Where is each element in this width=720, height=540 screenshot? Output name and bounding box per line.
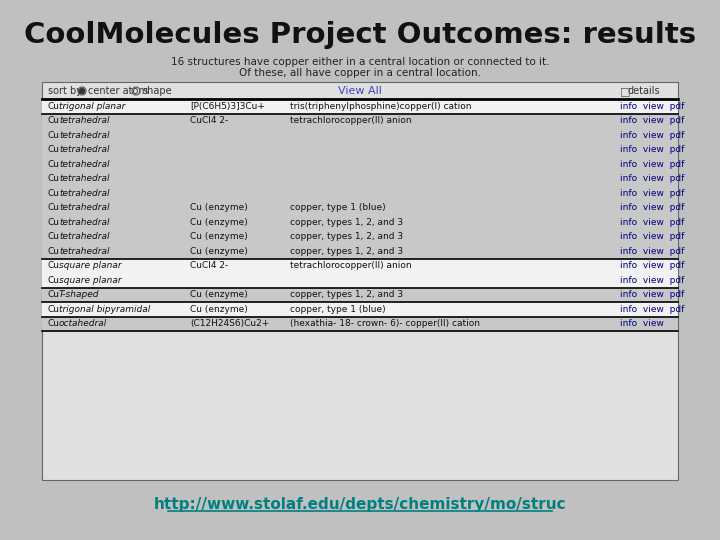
Bar: [42, 172, 678, 186]
Text: Of these, all have copper in a central location.: Of these, all have copper in a central l…: [239, 68, 481, 78]
Text: Cu: Cu: [48, 116, 60, 125]
Text: copper, type 1 (blue): copper, type 1 (blue): [290, 203, 386, 212]
Text: View All: View All: [338, 86, 382, 96]
Text: tris(triphenylphosphine)copper(I) cation: tris(triphenylphosphine)copper(I) cation: [290, 102, 472, 111]
Text: Cu: Cu: [48, 189, 60, 198]
Text: Cu: Cu: [48, 174, 60, 183]
Bar: [42, 157, 678, 172]
Bar: [42, 244, 678, 259]
Bar: [42, 316, 678, 331]
Bar: [42, 128, 678, 143]
Bar: [42, 230, 678, 244]
Text: info  view  pdf: info view pdf: [620, 189, 685, 198]
Text: info  view  pdf: info view pdf: [620, 261, 685, 270]
Text: (hexathia- 18- crown- 6)- copper(II) cation: (hexathia- 18- crown- 6)- copper(II) cat…: [290, 319, 480, 328]
Bar: [42, 259, 678, 273]
Text: Cu: Cu: [48, 305, 60, 314]
Bar: [42, 273, 678, 287]
Text: http://www.stolaf.edu/depts/chemistry/mo/struc: http://www.stolaf.edu/depts/chemistry/mo…: [153, 497, 567, 512]
Text: trigonal bipyramidal: trigonal bipyramidal: [59, 305, 150, 314]
Text: info  view  pdf: info view pdf: [620, 232, 685, 241]
Text: T-shaped: T-shaped: [59, 291, 99, 299]
Text: copper, types 1, 2, and 3: copper, types 1, 2, and 3: [290, 291, 403, 299]
Text: tetrachlorocopper(II) anion: tetrachlorocopper(II) anion: [290, 116, 412, 125]
Text: tetrahedral: tetrahedral: [59, 203, 109, 212]
Text: Cu: Cu: [48, 160, 60, 168]
Text: shape: shape: [142, 86, 171, 96]
Text: Cu: Cu: [48, 232, 60, 241]
Text: info  view  pdf: info view pdf: [620, 276, 685, 285]
Text: tetrahedral: tetrahedral: [59, 145, 109, 154]
Text: (C12H24S6)Cu2+: (C12H24S6)Cu2+: [190, 319, 269, 328]
Bar: [42, 215, 678, 230]
Text: tetrahedral: tetrahedral: [59, 116, 109, 125]
Text: tetrahedral: tetrahedral: [59, 174, 109, 183]
Text: square planar: square planar: [59, 261, 122, 270]
Text: [P(C6H5)3]3Cu+: [P(C6H5)3]3Cu+: [190, 102, 265, 111]
Text: info  view  pdf: info view pdf: [620, 145, 685, 154]
Text: info  view  pdf: info view pdf: [620, 247, 685, 256]
Text: Cu: Cu: [48, 291, 60, 299]
Bar: [42, 287, 678, 302]
Text: Cu: Cu: [48, 247, 60, 256]
Text: Cu (enzyme): Cu (enzyme): [190, 305, 248, 314]
Bar: [42, 99, 678, 113]
Text: copper, types 1, 2, and 3: copper, types 1, 2, and 3: [290, 247, 403, 256]
Text: details: details: [628, 86, 661, 96]
Text: Cu (enzyme): Cu (enzyme): [190, 291, 248, 299]
Text: tetrahedral: tetrahedral: [59, 160, 109, 168]
Text: Cu: Cu: [48, 218, 60, 227]
Text: Cu (enzyme): Cu (enzyme): [190, 203, 248, 212]
Text: Cu: Cu: [48, 261, 60, 270]
Text: tetrahedral: tetrahedral: [59, 232, 109, 241]
Text: Cu (enzyme): Cu (enzyme): [190, 247, 248, 256]
Text: Cu: Cu: [48, 102, 60, 111]
Text: tetrahedral: tetrahedral: [59, 218, 109, 227]
Bar: [42, 302, 678, 316]
Bar: [42, 143, 678, 157]
Bar: [42, 200, 678, 215]
Text: tetrahedral: tetrahedral: [59, 247, 109, 256]
Text: trigonal planar: trigonal planar: [59, 102, 125, 111]
Text: Cu (enzyme): Cu (enzyme): [190, 218, 248, 227]
Text: □: □: [620, 86, 631, 96]
Text: 16 structures have copper either in a central location or connected to it.: 16 structures have copper either in a ce…: [171, 57, 549, 67]
Text: center atom: center atom: [88, 86, 148, 96]
Text: CuCl4 2-: CuCl4 2-: [190, 116, 228, 125]
Text: info  view  pdf: info view pdf: [620, 305, 685, 314]
Text: info  view  pdf: info view pdf: [620, 160, 685, 168]
Text: info  view  pdf: info view pdf: [620, 291, 685, 299]
Bar: [42, 186, 678, 200]
Text: tetrahedral: tetrahedral: [59, 131, 109, 140]
Text: tetrahedral: tetrahedral: [59, 189, 109, 198]
Text: copper, types 1, 2, and 3: copper, types 1, 2, and 3: [290, 218, 403, 227]
Text: octahedral: octahedral: [59, 319, 107, 328]
Text: tetrachlorocopper(II) anion: tetrachlorocopper(II) anion: [290, 261, 412, 270]
Text: info  view: info view: [620, 319, 664, 328]
Text: Cu (enzyme): Cu (enzyme): [190, 232, 248, 241]
Text: Cu: Cu: [48, 131, 60, 140]
Text: CuCl4 2-: CuCl4 2-: [190, 261, 228, 270]
Text: copper, type 1 (blue): copper, type 1 (blue): [290, 305, 386, 314]
Text: Cu: Cu: [48, 319, 60, 328]
Text: square planar: square planar: [59, 276, 122, 285]
Text: CoolMolecules Project Outcomes: results: CoolMolecules Project Outcomes: results: [24, 21, 696, 49]
Text: sort by:: sort by:: [48, 86, 84, 96]
Bar: [42, 113, 678, 128]
Text: Cu: Cu: [48, 276, 60, 285]
Text: info  view  pdf: info view pdf: [620, 174, 685, 183]
Text: info  view  pdf: info view pdf: [620, 203, 685, 212]
Text: Cu: Cu: [48, 145, 60, 154]
Text: info  view  pdf: info view pdf: [620, 102, 685, 111]
Text: info  view  pdf: info view pdf: [620, 116, 685, 125]
Text: copper, types 1, 2, and 3: copper, types 1, 2, and 3: [290, 232, 403, 241]
Text: info  view  pdf: info view pdf: [620, 131, 685, 140]
Text: Cu: Cu: [48, 203, 60, 212]
Text: info  view  pdf: info view pdf: [620, 218, 685, 227]
Bar: [42, 82, 678, 480]
Circle shape: [79, 89, 84, 93]
